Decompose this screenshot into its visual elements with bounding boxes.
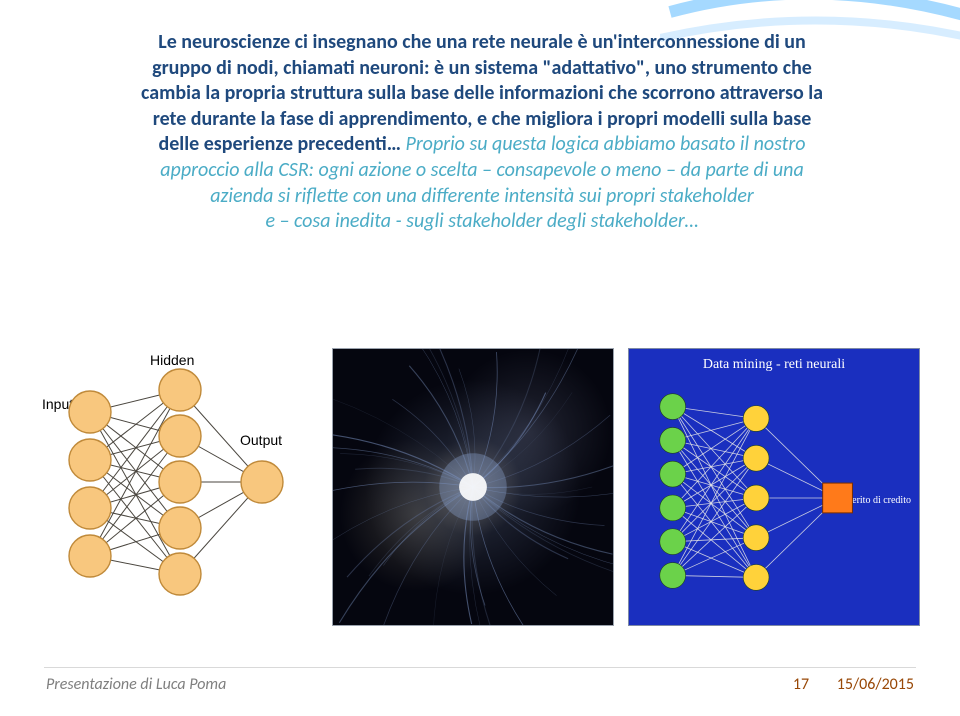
footer-date: 15/06/2015 bbox=[837, 675, 914, 694]
para-line-8: e – cosa inedita - sugli stakeholder deg… bbox=[265, 209, 698, 233]
para-line-6: approccio alla CSR: ogni azione o scelta… bbox=[160, 158, 804, 182]
footer-author: Presentazione di Luca Poma bbox=[46, 675, 226, 694]
para-line-4: rete durante la fase di apprendimento, e… bbox=[153, 107, 812, 131]
nn-diagram: Input Hidden Output bbox=[40, 348, 318, 626]
para-line-1: Le neuroscienze ci insegnano che una ret… bbox=[158, 30, 806, 54]
neuron-image bbox=[332, 348, 614, 626]
para-line-2: gruppo di nodi, chiamati neuroni: è un s… bbox=[152, 56, 812, 80]
footer-rule bbox=[44, 667, 916, 668]
main-paragraph: Le neuroscienze ci insegnano che una ret… bbox=[72, 30, 892, 235]
figures-row: Input Hidden Output Data mining - reti n… bbox=[40, 348, 920, 638]
para-line-5a: delle esperienze precedenti… bbox=[159, 132, 401, 156]
slide-footer: Presentazione di Luca Poma 17 15/06/2015 bbox=[46, 675, 914, 694]
footer-page: 17 bbox=[793, 675, 809, 694]
para-line-7: azienda si riflette con una differente i… bbox=[210, 184, 754, 208]
neuron-svg bbox=[333, 349, 613, 625]
dm-svg bbox=[629, 349, 919, 625]
para-line-5b: Proprio su questa logica abbiamo basato … bbox=[401, 132, 806, 156]
data-mining-diagram: Data mining - reti neurali Merito di cre… bbox=[628, 348, 920, 626]
para-line-3: cambia la propria struttura sulla base d… bbox=[141, 81, 823, 105]
nn-svg bbox=[40, 348, 318, 626]
